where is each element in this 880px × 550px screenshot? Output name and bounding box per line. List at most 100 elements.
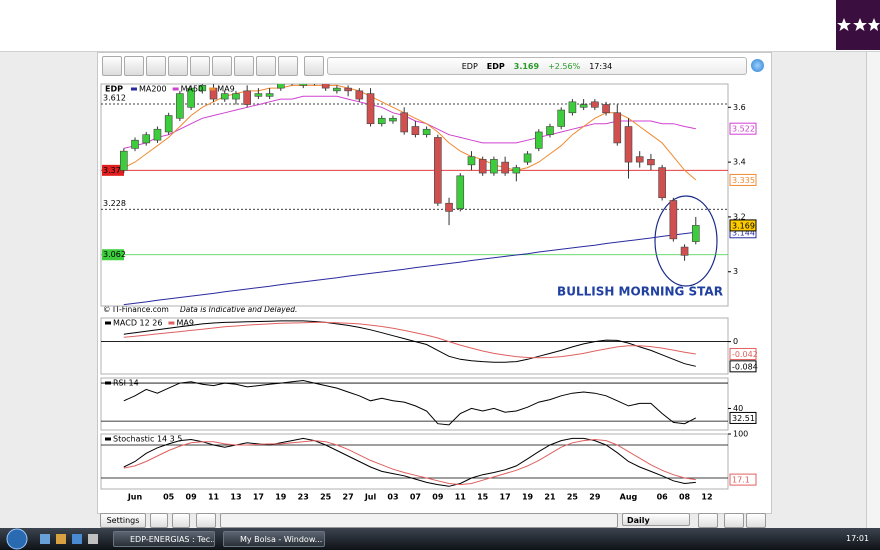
signal-button[interactable] — [278, 56, 298, 76]
plot — [123, 320, 696, 367]
legend-label: MA9 — [176, 319, 193, 328]
candle-body — [411, 126, 420, 136]
candle-body — [176, 93, 184, 119]
legend-swatch — [105, 321, 111, 325]
x-tick-label: 09 — [432, 493, 444, 502]
candle-body — [579, 104, 588, 108]
print-button[interactable] — [196, 513, 216, 528]
candle-body — [467, 156, 476, 166]
candle-body — [691, 225, 700, 242]
candle-body — [321, 84, 330, 89]
y-tick-label: 3 — [733, 267, 738, 276]
candle-body — [311, 80, 318, 83]
pointer-button[interactable] — [102, 56, 122, 76]
x-tick-label: 06 — [657, 493, 669, 502]
candle-body — [680, 246, 689, 256]
series-line — [123, 321, 696, 359]
zoom-fit-button[interactable] — [698, 513, 718, 528]
candle-body — [389, 117, 397, 122]
candle-body — [658, 167, 666, 199]
value-box — [729, 411, 757, 424]
quote-change: +2.56% — [548, 61, 581, 71]
toolbar: EDP EDP 3.169 +2.56% 17:34 — [100, 56, 768, 76]
value-box — [729, 347, 757, 360]
series-line — [123, 231, 696, 306]
candle-body — [142, 134, 151, 144]
task-button[interactable]: My Bolsa - Window... — [223, 531, 325, 547]
x-tick-label: 03 — [387, 493, 398, 502]
badge-icons — [837, 18, 880, 31]
x-tick-label: 17 — [253, 493, 264, 502]
candle-body — [512, 167, 521, 174]
level-label: 3.228 — [103, 199, 126, 208]
legend-label: MA9 — [217, 85, 234, 94]
candle-body — [153, 128, 162, 141]
y-tick-label: 0 — [733, 337, 738, 346]
legend-label: MA50 — [181, 85, 204, 94]
quote-symbol: EDP — [461, 61, 478, 71]
series-line — [123, 320, 696, 367]
candle-body — [187, 87, 195, 108]
x-tick-label: 12 — [701, 493, 712, 502]
task-button[interactable]: EDP-ENERGIAS : Tec... — [113, 531, 215, 547]
zoom-in-button[interactable] — [746, 513, 766, 528]
candle-body — [456, 175, 465, 210]
y-tick-label: 40 — [733, 404, 743, 413]
panel-frame — [100, 377, 729, 431]
x-tick-label: 21 — [544, 493, 556, 502]
launch-icon[interactable] — [88, 534, 98, 544]
settings-button[interactable]: Settings — [100, 513, 146, 528]
line-tool-button[interactable] — [146, 56, 166, 76]
candle-body — [602, 104, 610, 114]
launch-icon[interactable] — [40, 534, 50, 544]
start-button[interactable] — [6, 528, 28, 550]
indicator-button[interactable] — [150, 513, 168, 528]
x-tick-label: 09 — [186, 493, 198, 502]
launch-icon[interactable] — [72, 534, 82, 544]
candle-body — [333, 87, 341, 92]
zoom-out-button[interactable] — [724, 513, 744, 528]
candle-body — [355, 90, 364, 100]
candle-body — [243, 90, 251, 105]
fan-tool-button[interactable] — [234, 56, 254, 76]
period-dropdown[interactable]: Daily — [622, 513, 690, 526]
delete-button[interactable] — [256, 56, 276, 76]
series-line — [123, 379, 697, 426]
zoom-button[interactable] — [124, 56, 144, 76]
pattern-annotation: BULLISH MORNING STAR — [557, 285, 723, 299]
time-scrollbar[interactable] — [220, 513, 618, 528]
plot — [120, 80, 700, 306]
chart-controls: Settings Daily — [98, 513, 770, 528]
value-box-label: 3.169 — [732, 221, 755, 230]
candle-body — [523, 153, 532, 163]
series-line — [123, 95, 696, 149]
save-button[interactable] — [172, 513, 190, 528]
legend-swatch — [172, 87, 179, 91]
candle-body — [557, 109, 566, 127]
plot — [123, 379, 697, 426]
channel-tool-button[interactable] — [190, 56, 210, 76]
candle-body — [624, 126, 633, 163]
panel-frame — [100, 83, 729, 307]
info-button[interactable] — [751, 59, 764, 72]
legend-swatch — [168, 321, 175, 325]
value-box-label: 32.51 — [732, 414, 755, 423]
candle-body — [289, 80, 296, 83]
candle-body — [534, 131, 543, 149]
x-tick-label: 07 — [410, 493, 421, 502]
candle-body — [277, 84, 285, 89]
launch-icon[interactable] — [56, 534, 66, 544]
x-tick-label: 19 — [522, 493, 534, 502]
fibonacci-button[interactable] — [212, 56, 232, 76]
candle-body — [591, 101, 599, 108]
legend-swatch — [105, 437, 111, 441]
hline-tool-button[interactable] — [168, 56, 188, 76]
help-button[interactable] — [304, 56, 324, 76]
value-box-label: 3.144 — [732, 228, 755, 237]
page-scrollbar[interactable] — [866, 52, 880, 528]
x-tick-label: 11 — [455, 493, 467, 502]
value-box-label: -0.042 — [732, 350, 758, 359]
x-tick-label: Jun — [127, 493, 143, 502]
y-tick-label: 3.4 — [733, 158, 746, 167]
